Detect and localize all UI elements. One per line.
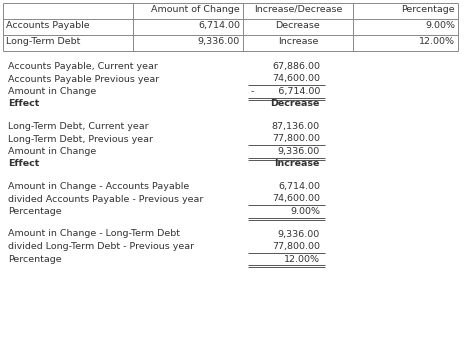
Text: 9.00%: 9.00% xyxy=(290,207,320,216)
Text: 9,336.00: 9,336.00 xyxy=(198,37,240,46)
Text: 74,600.00: 74,600.00 xyxy=(272,74,320,83)
Text: 9,336.00: 9,336.00 xyxy=(278,147,320,156)
Text: 77,800.00: 77,800.00 xyxy=(272,135,320,144)
Text: Amount in Change - Long-Term Debt: Amount in Change - Long-Term Debt xyxy=(8,230,180,239)
Text: Long-Term Debt: Long-Term Debt xyxy=(6,37,81,46)
Text: 9.00%: 9.00% xyxy=(425,21,455,30)
Text: Effect: Effect xyxy=(8,100,39,109)
Text: Amount in Change: Amount in Change xyxy=(8,87,96,96)
Text: Percentage: Percentage xyxy=(401,5,455,14)
Text: Increase/Decrease: Increase/Decrease xyxy=(254,5,342,14)
Text: 67,886.00: 67,886.00 xyxy=(272,62,320,71)
Text: Amount in Change - Accounts Payable: Amount in Change - Accounts Payable xyxy=(8,182,189,191)
Text: Percentage: Percentage xyxy=(8,255,62,264)
Text: 9,336.00: 9,336.00 xyxy=(278,230,320,239)
Text: -        6,714.00: - 6,714.00 xyxy=(251,87,320,96)
Text: Effect: Effect xyxy=(8,160,39,169)
Text: 6,714.00: 6,714.00 xyxy=(278,182,320,191)
Text: 6,714.00: 6,714.00 xyxy=(198,21,240,30)
Text: Long-Term Debt, Previous year: Long-Term Debt, Previous year xyxy=(8,135,153,144)
Text: Percentage: Percentage xyxy=(8,207,62,216)
Text: Accounts Payable Previous year: Accounts Payable Previous year xyxy=(8,74,159,83)
Text: divided Accounts Payable - Previous year: divided Accounts Payable - Previous year xyxy=(8,195,203,204)
Text: 12.00%: 12.00% xyxy=(419,37,455,46)
Text: 87,136.00: 87,136.00 xyxy=(272,122,320,131)
Text: Accounts Payable, Current year: Accounts Payable, Current year xyxy=(8,62,158,71)
Text: 77,800.00: 77,800.00 xyxy=(272,242,320,251)
Text: Decrease: Decrease xyxy=(275,21,320,30)
Text: Accounts Payable: Accounts Payable xyxy=(6,21,90,30)
Text: Amount in Change: Amount in Change xyxy=(8,147,96,156)
Text: Amount of Change: Amount of Change xyxy=(151,5,240,14)
Text: divided Long-Term Debt - Previous year: divided Long-Term Debt - Previous year xyxy=(8,242,194,251)
Text: Decrease: Decrease xyxy=(271,100,320,109)
Text: Long-Term Debt, Current year: Long-Term Debt, Current year xyxy=(8,122,149,131)
Text: Increase: Increase xyxy=(278,37,318,46)
Text: Increase: Increase xyxy=(274,160,320,169)
Text: 12.00%: 12.00% xyxy=(284,255,320,264)
Text: 74,600.00: 74,600.00 xyxy=(272,195,320,204)
